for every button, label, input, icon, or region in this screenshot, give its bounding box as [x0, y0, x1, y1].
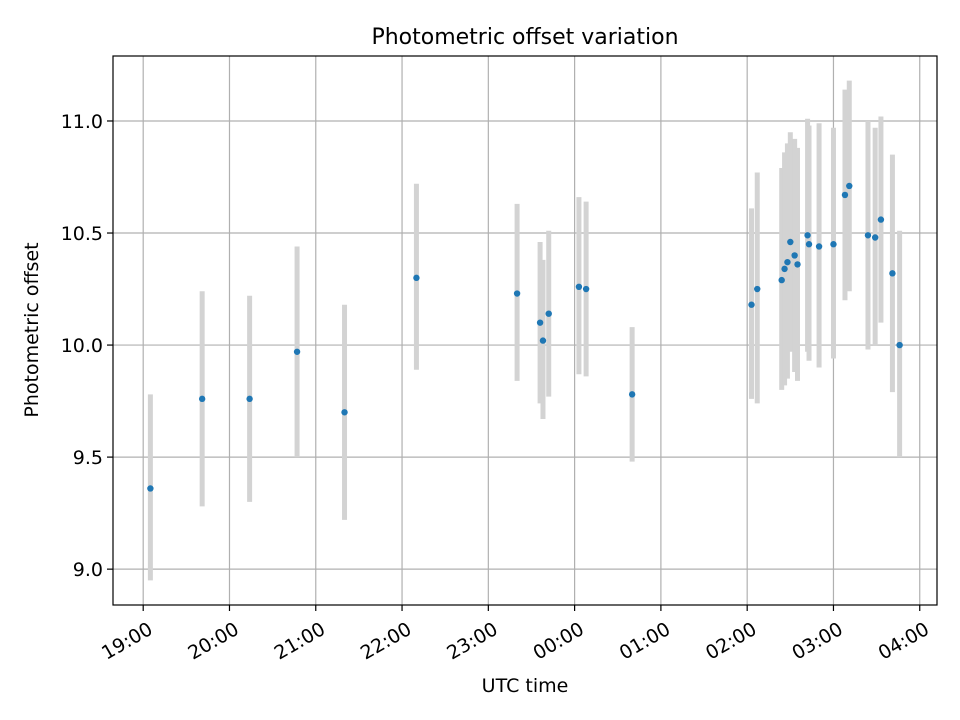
data-point	[293, 348, 301, 355]
data-point	[804, 232, 811, 239]
plot-frame	[112, 55, 938, 606]
data-point	[513, 290, 521, 297]
data-point	[628, 391, 636, 398]
y-tick-label: 10.0	[61, 335, 103, 357]
data-point	[864, 232, 872, 239]
data-point	[147, 485, 154, 492]
data-point	[341, 409, 348, 416]
data-point	[536, 319, 544, 326]
data-point	[413, 274, 420, 282]
data-point	[246, 395, 253, 403]
data-point	[539, 337, 547, 344]
data-point	[877, 216, 885, 223]
chart-title: Photometric offset variation	[371, 25, 678, 50]
data-point	[784, 258, 791, 266]
point-layer	[147, 182, 903, 492]
data-point	[791, 252, 798, 259]
data-point	[830, 241, 837, 248]
data-point	[575, 283, 583, 291]
data-point	[841, 191, 849, 199]
data-point	[794, 261, 801, 268]
data-point	[778, 276, 785, 284]
data-point	[815, 243, 823, 250]
data-point	[871, 234, 879, 241]
data-point	[545, 310, 552, 317]
x-axis-label: UTC time	[482, 675, 569, 697]
y-tick-label: 9.5	[73, 447, 103, 469]
data-point	[754, 285, 761, 293]
data-point	[889, 270, 896, 277]
data-point	[748, 301, 755, 308]
data-point	[805, 241, 813, 248]
y-tick-label: 11.0	[61, 111, 103, 133]
data-point	[787, 238, 794, 246]
y-axis-ticks: 9.0 9.5 10.0 10.5 11.0	[61, 111, 113, 581]
data-point	[582, 285, 590, 293]
y-tick-label: 10.5	[61, 223, 103, 245]
y-tick-label: 9.0	[73, 559, 103, 581]
data-point	[198, 395, 206, 403]
data-point	[896, 341, 903, 349]
data-point	[781, 265, 788, 273]
data-point	[846, 182, 853, 190]
y-axis-label: Photometric offset	[21, 242, 43, 417]
